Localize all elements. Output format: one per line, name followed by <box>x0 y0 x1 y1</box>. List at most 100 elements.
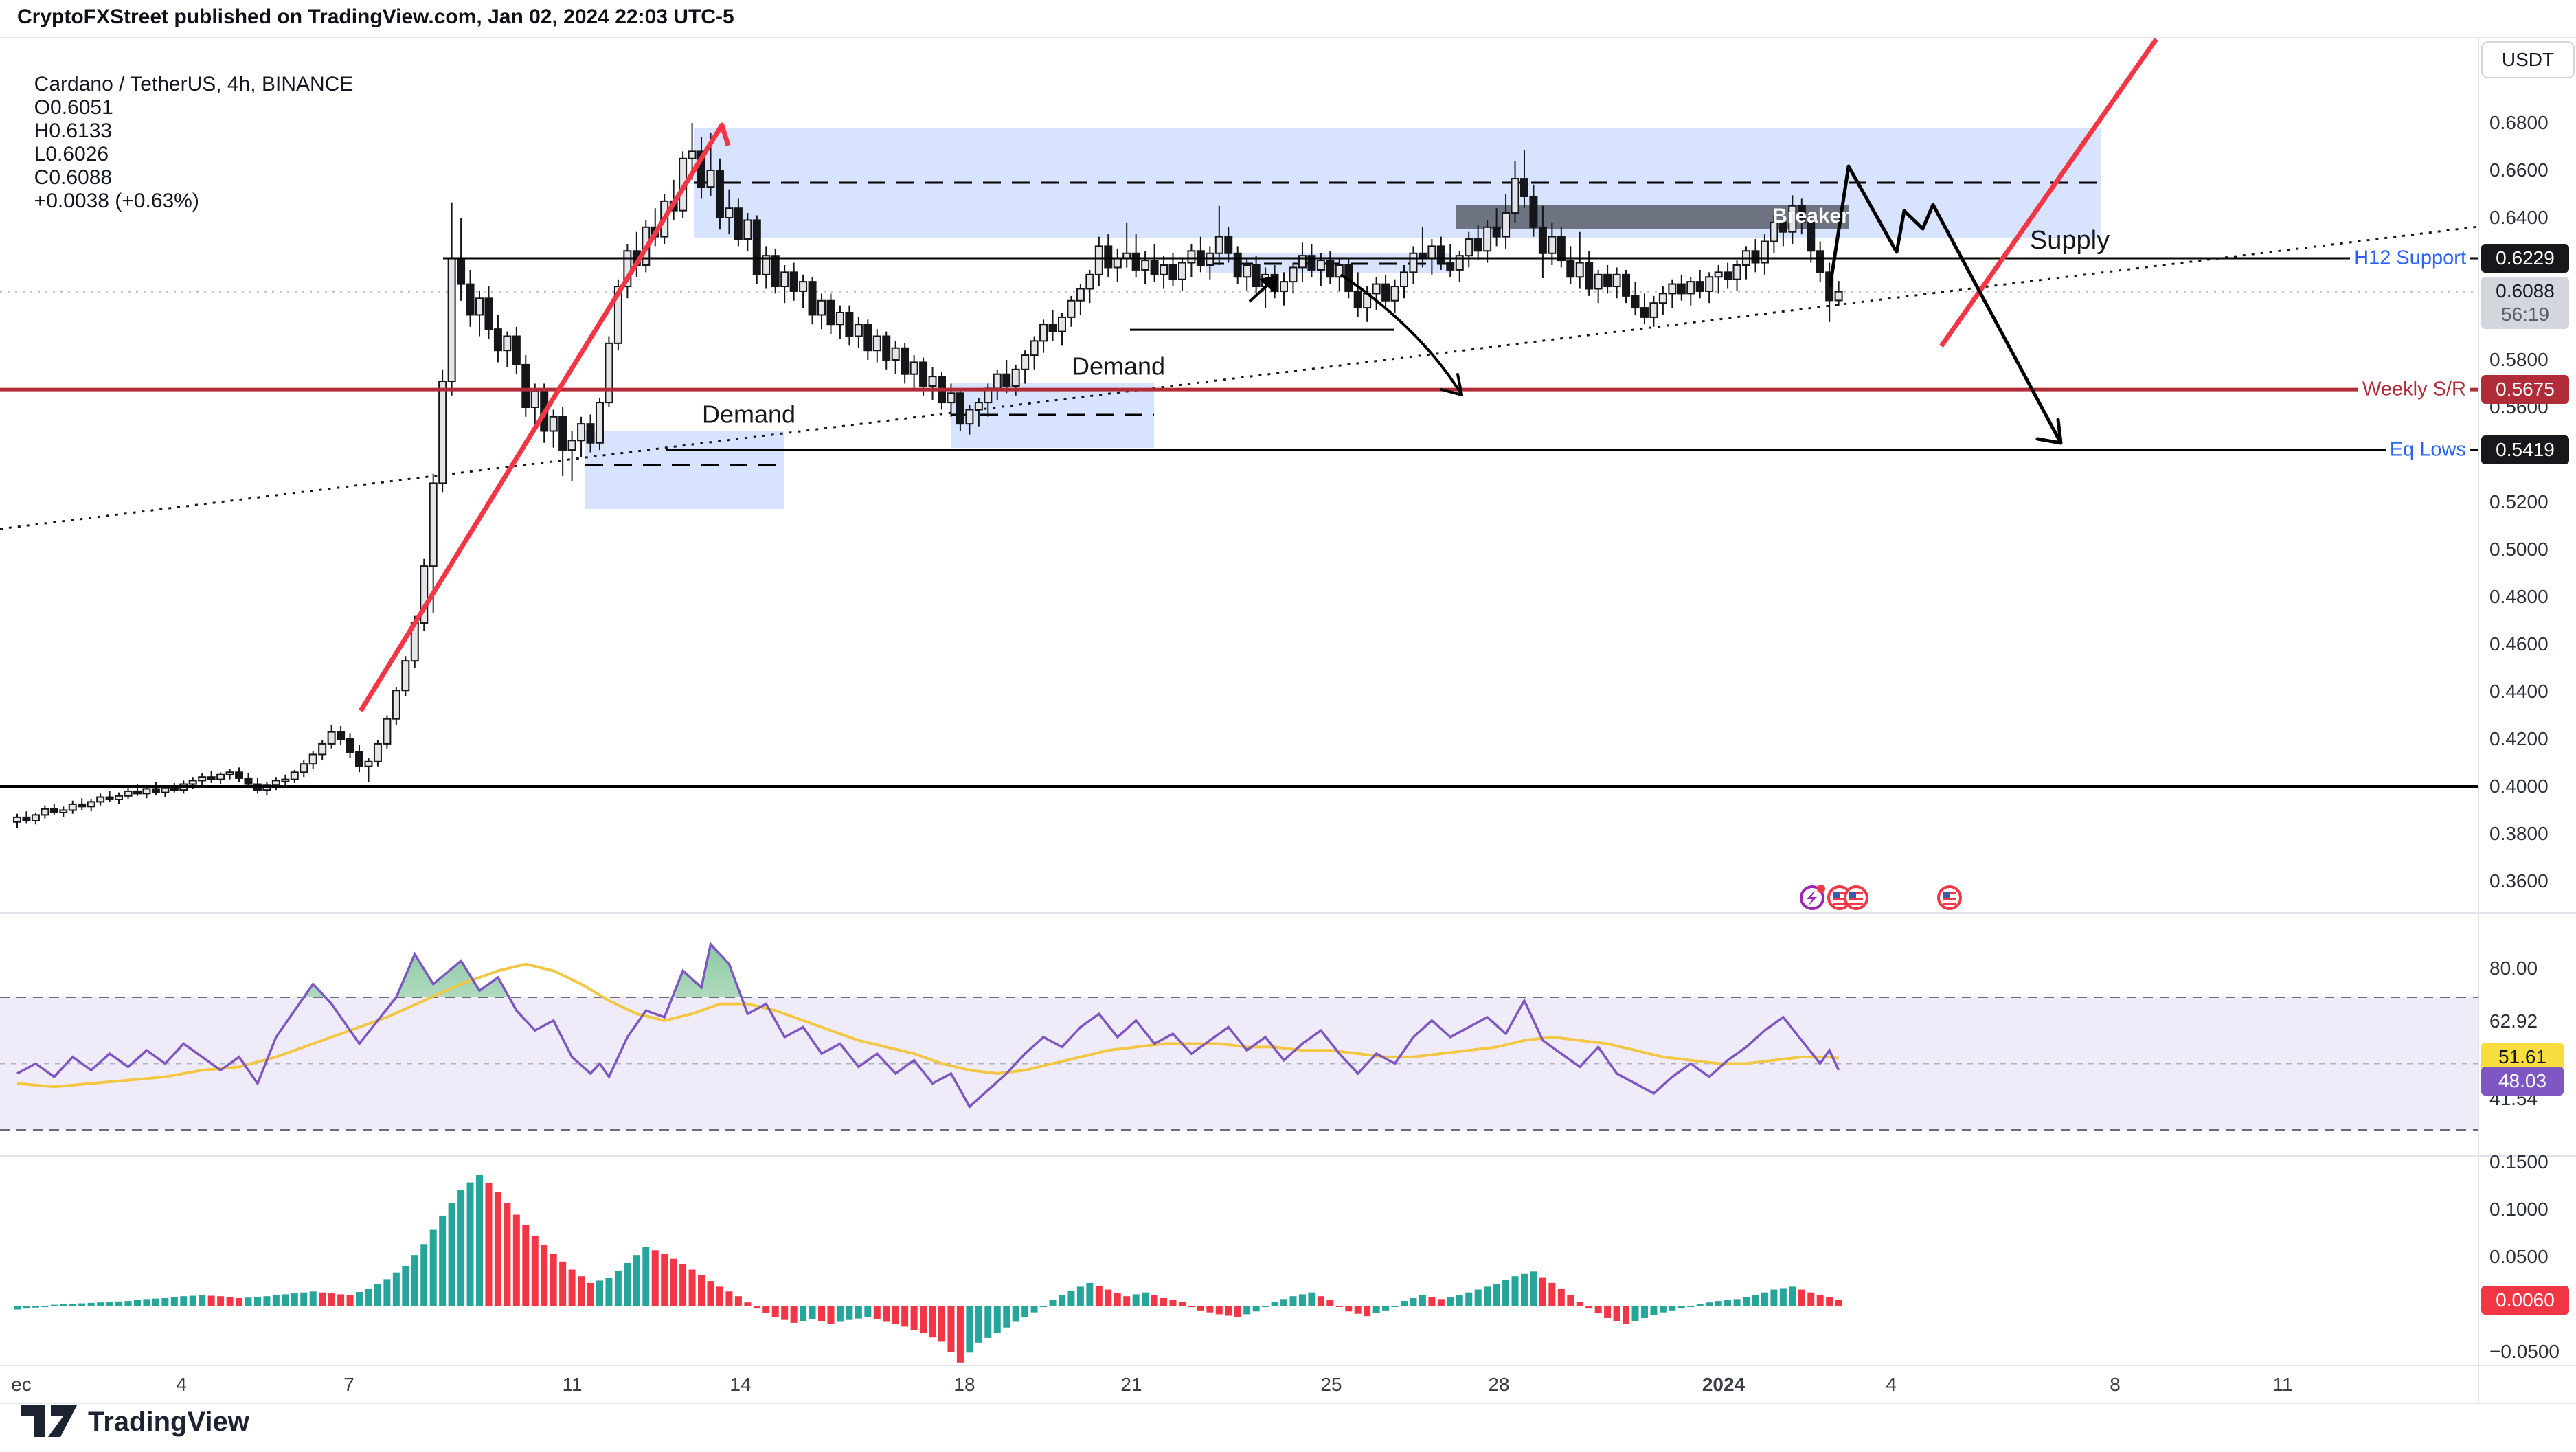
histogram-bar <box>1761 1292 1768 1306</box>
histogram-bar <box>781 1306 789 1320</box>
histogram-bar <box>836 1306 844 1322</box>
histogram-bar <box>1335 1306 1343 1307</box>
histogram-bar <box>1752 1295 1759 1306</box>
candle-up <box>1011 368 1020 387</box>
time-tick-label: ec <box>11 1374 32 1395</box>
histogram-bar <box>1696 1304 1704 1306</box>
histogram-bar <box>605 1278 613 1306</box>
histogram-bar <box>1142 1292 1149 1306</box>
histogram-bar <box>587 1282 594 1306</box>
candle-down <box>133 790 142 795</box>
candle-up <box>1511 178 1519 214</box>
price-tick-label: 0.5800 <box>2489 349 2549 370</box>
candle-down <box>1695 281 1704 292</box>
histogram-bar <box>892 1306 899 1324</box>
histogram-bar <box>1770 1289 1778 1306</box>
histogram-bar <box>1511 1276 1519 1306</box>
histogram-bar <box>1076 1286 1084 1306</box>
histogram-bar <box>1687 1306 1695 1307</box>
time-tick-label: 11 <box>2272 1374 2293 1395</box>
histogram-bar <box>14 1306 21 1310</box>
histogram-bar <box>1003 1306 1010 1328</box>
candle-up <box>1770 221 1778 242</box>
price-tick-label: 0.4400 <box>2489 681 2549 702</box>
histogram-bar <box>1354 1306 1362 1314</box>
candle-up <box>835 312 844 326</box>
candle-down <box>826 299 835 326</box>
candle-down <box>697 150 706 188</box>
histogram-bar <box>1743 1297 1750 1306</box>
histogram-bar <box>596 1280 603 1306</box>
histogram-tick-label: 0.1000 <box>2489 1199 2549 1220</box>
candle-up <box>817 299 826 316</box>
flag-stripe <box>1943 898 1956 900</box>
histogram-bar <box>392 1272 400 1306</box>
histogram-bar <box>1252 1306 1260 1312</box>
candle-up <box>1658 293 1667 304</box>
time-tick-label: 4 <box>176 1374 187 1395</box>
candle-up <box>1788 205 1797 233</box>
macd-histogram-layer[interactable] <box>14 1175 1842 1363</box>
price-tick-label: 0.6800 <box>2489 112 2549 133</box>
price-tick-label: 0.4800 <box>2489 586 2549 607</box>
histogram-bar <box>1456 1295 1463 1306</box>
tradingview-logo[interactable]: TradingView <box>19 1404 249 1440</box>
histogram-bar <box>1382 1306 1390 1311</box>
candle-up <box>1575 262 1584 278</box>
rsi-line <box>16 942 1840 1109</box>
histogram-bar <box>1298 1294 1306 1306</box>
histogram-bar <box>124 1301 132 1306</box>
time-tick-label: 7 <box>343 1374 354 1395</box>
histogram-bar <box>263 1296 271 1306</box>
histogram-tick-label: 0.0500 <box>2489 1246 2549 1267</box>
candle-down <box>1168 264 1177 280</box>
candle-up <box>59 809 68 813</box>
tradingview-mark-icon <box>21 1405 77 1437</box>
histogram-bar <box>374 1284 381 1306</box>
currency-toggle-button[interactable]: USDT <box>2481 41 2575 78</box>
us-flag-event-icon[interactable] <box>1937 885 1962 910</box>
lightning-event-icon[interactable] <box>1800 885 1825 910</box>
flag-stripe <box>1943 903 1956 905</box>
flag-canton <box>1833 892 1840 898</box>
symbol-title: Cardano / TetherUS, 4h, BINANCE <box>34 73 354 95</box>
histogram-bar <box>984 1306 992 1338</box>
histogram-bar <box>753 1306 760 1309</box>
demand-label-1: Demand <box>1072 352 1165 381</box>
candle-down <box>457 257 466 285</box>
candle-down <box>235 771 244 779</box>
price-tick-label: 0.4600 <box>2489 633 2549 655</box>
histogram-bar <box>725 1291 733 1306</box>
candle-down <box>1622 273 1631 297</box>
histogram-bar <box>1502 1280 1510 1306</box>
histogram-bar <box>1779 1288 1787 1306</box>
candle-up <box>13 816 21 823</box>
histogram-bar <box>920 1306 927 1334</box>
candle-up <box>530 389 539 408</box>
candle-up <box>1372 283 1381 295</box>
histogram-bar <box>679 1264 687 1306</box>
candle-up <box>872 335 881 352</box>
histogram-bar <box>485 1183 493 1306</box>
rsi-tick-label: 80.00 <box>2489 957 2538 979</box>
candle-down <box>956 392 964 425</box>
histogram-bar <box>328 1293 335 1306</box>
candle-down <box>244 777 253 785</box>
candle-up <box>780 271 789 288</box>
candle-down <box>1816 250 1824 273</box>
time-tick-label: 21 <box>1120 1374 1142 1395</box>
candle-up <box>1612 273 1621 288</box>
candle-down <box>1724 271 1732 280</box>
candle-up <box>965 409 974 425</box>
histogram-bar <box>1401 1301 1408 1306</box>
histogram-bar <box>236 1297 243 1306</box>
candle-up <box>1039 324 1048 342</box>
candle-down <box>1233 252 1242 278</box>
candle-up <box>383 718 392 745</box>
histogram-bar <box>23 1306 30 1309</box>
histogram-bar <box>1132 1294 1140 1306</box>
histogram-bar <box>1530 1271 1537 1306</box>
us-flag-event-icon[interactable] <box>1844 885 1868 910</box>
candles-layer[interactable] <box>13 123 1843 828</box>
